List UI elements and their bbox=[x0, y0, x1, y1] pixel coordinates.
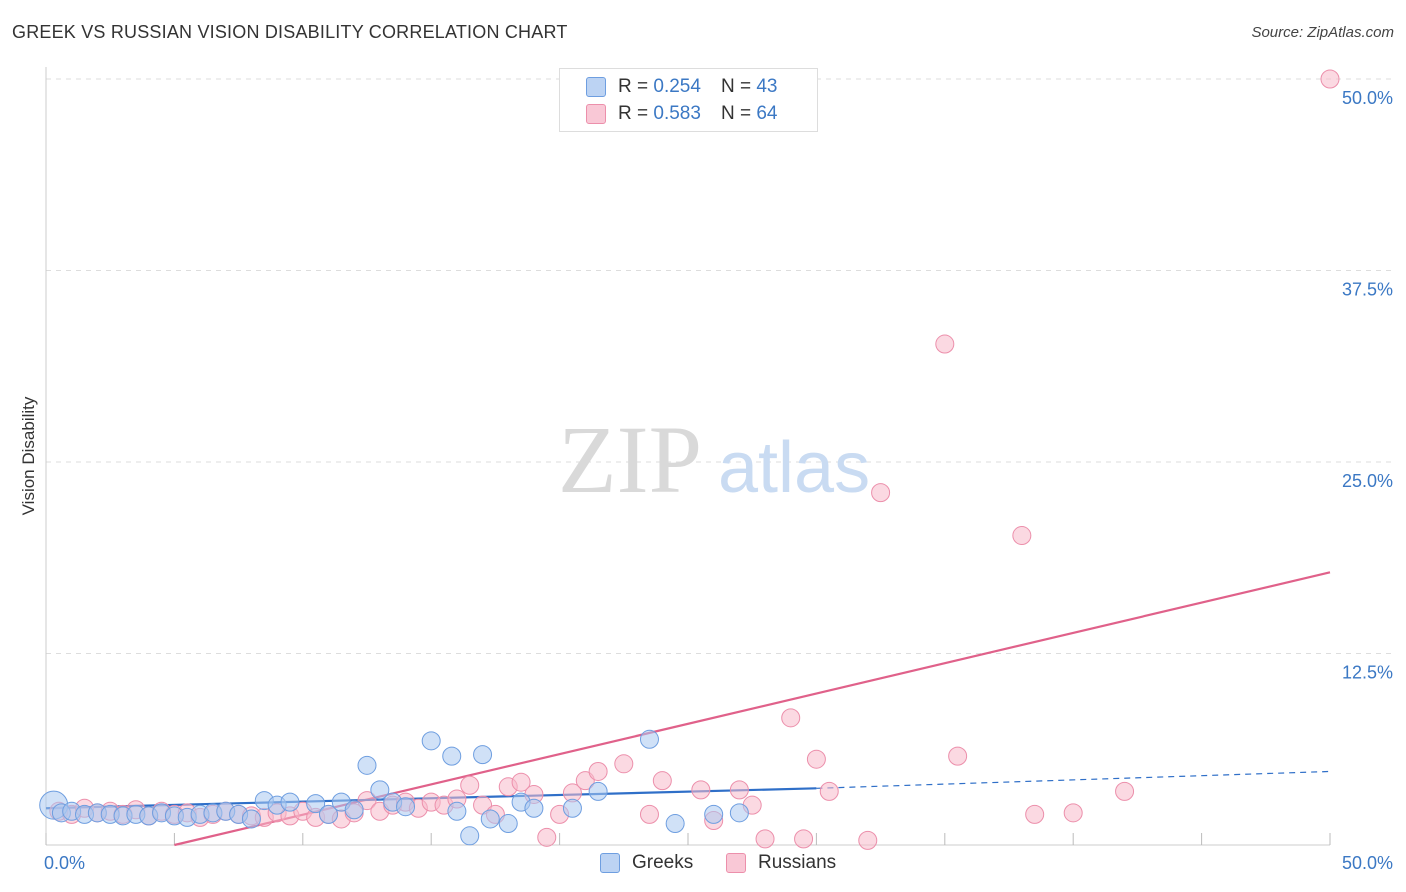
series-legend: Greeks Russians bbox=[0, 852, 1406, 878]
legend-item-greeks[interactable]: Greeks bbox=[600, 852, 693, 874]
greeks-point bbox=[460, 826, 480, 846]
greeks-point bbox=[588, 781, 608, 801]
russians-point bbox=[935, 334, 955, 354]
russians-point bbox=[639, 804, 659, 824]
greeks-point bbox=[442, 746, 462, 766]
russians-point bbox=[652, 771, 672, 791]
greeks-point bbox=[306, 794, 326, 814]
russians-point bbox=[871, 483, 891, 503]
legend-n-label: N = bbox=[720, 76, 752, 97]
russians-point bbox=[691, 780, 711, 800]
greeks-point bbox=[665, 814, 685, 834]
russians-point bbox=[1063, 803, 1083, 823]
legend-label-greeks: Greeks bbox=[632, 852, 694, 873]
greeks-point bbox=[447, 801, 467, 821]
greeks-point bbox=[524, 798, 544, 818]
legend-item-russians[interactable]: Russians bbox=[726, 852, 836, 874]
russians-point bbox=[1115, 781, 1135, 801]
chart-title: GREEK VS RUSSIAN VISION DISABILITY CORRE… bbox=[12, 22, 568, 42]
legend-row-russians: R = 0.583 N = 64 bbox=[586, 101, 777, 127]
watermark-zip: ZIP bbox=[558, 406, 702, 513]
y-tick-label: 50.0% bbox=[1342, 88, 1393, 108]
legend-n-value: 43 bbox=[756, 76, 778, 97]
legend-r-value: 0.583 bbox=[653, 103, 701, 124]
russians-point bbox=[460, 775, 480, 795]
legend-row-greeks: R = 0.254 N = 43 bbox=[586, 74, 777, 100]
russians-point bbox=[858, 830, 878, 850]
points-layer bbox=[39, 69, 1340, 850]
legend-n-label: N = bbox=[720, 103, 752, 124]
legend-r-value: 0.254 bbox=[653, 76, 701, 97]
russians-point bbox=[1320, 69, 1340, 89]
russians-point bbox=[948, 746, 968, 766]
y-tick-label: 37.5% bbox=[1342, 280, 1393, 300]
y-axis-title: Vision Disability bbox=[19, 396, 38, 515]
grid-layer bbox=[46, 78, 1392, 654]
legend-r-label: R = bbox=[618, 103, 649, 124]
russians-point bbox=[781, 708, 801, 728]
legend-swatch-russians bbox=[726, 853, 746, 873]
russians-point bbox=[357, 791, 377, 811]
x-tick-label: 50.0% bbox=[1342, 853, 1393, 873]
y-tick-label: 12.5% bbox=[1342, 663, 1393, 683]
axis-layer: 12.5% 25.0% 37.5% 50.0% 0.0% 50.0% bbox=[44, 67, 1393, 873]
russians-point bbox=[755, 829, 775, 849]
greeks-point bbox=[473, 745, 493, 765]
russians-point bbox=[511, 772, 531, 792]
y-tick-label: 25.0% bbox=[1342, 471, 1393, 491]
russians-point bbox=[729, 780, 749, 800]
source-label: Source: ZipAtlas.com bbox=[1251, 24, 1394, 41]
greeks-point bbox=[729, 803, 749, 823]
greeks-point bbox=[639, 729, 659, 749]
greeks-trendline-extension bbox=[816, 770, 1331, 789]
legend-r-label: R = bbox=[618, 76, 649, 97]
greeks-point bbox=[357, 755, 377, 775]
x-tick-label: 0.0% bbox=[44, 853, 85, 873]
greeks-point bbox=[396, 797, 416, 817]
greeks-point bbox=[344, 800, 364, 820]
russians-point bbox=[819, 781, 839, 801]
legend-swatch-russians bbox=[586, 104, 606, 124]
greeks-point bbox=[562, 798, 582, 818]
russians-point bbox=[614, 754, 634, 774]
greeks-point bbox=[421, 731, 441, 751]
legend-label-russians: Russians bbox=[758, 852, 837, 873]
greeks-point bbox=[370, 780, 390, 800]
greeks-point bbox=[318, 804, 338, 824]
greeks-point bbox=[480, 809, 500, 829]
legend-swatch-greeks bbox=[586, 77, 606, 97]
russians-point bbox=[806, 749, 826, 769]
russians-point bbox=[537, 827, 557, 847]
greeks-point bbox=[241, 809, 261, 829]
legend-n-value: 64 bbox=[756, 103, 778, 124]
stats-legend: R = 0.254 N = 43 R = 0.583 N = 64 bbox=[559, 68, 818, 132]
russians-point bbox=[1012, 526, 1032, 546]
trend-layer bbox=[45, 571, 1331, 847]
russians-point bbox=[575, 771, 595, 791]
russians-point bbox=[1025, 804, 1045, 824]
legend-swatch-greeks bbox=[600, 853, 620, 873]
greeks-point bbox=[498, 814, 518, 834]
greeks-point bbox=[280, 792, 300, 812]
watermark-atlas: atlas bbox=[718, 428, 870, 508]
russians-point bbox=[794, 829, 814, 849]
greeks-point bbox=[704, 804, 724, 824]
russians-point bbox=[588, 761, 608, 781]
